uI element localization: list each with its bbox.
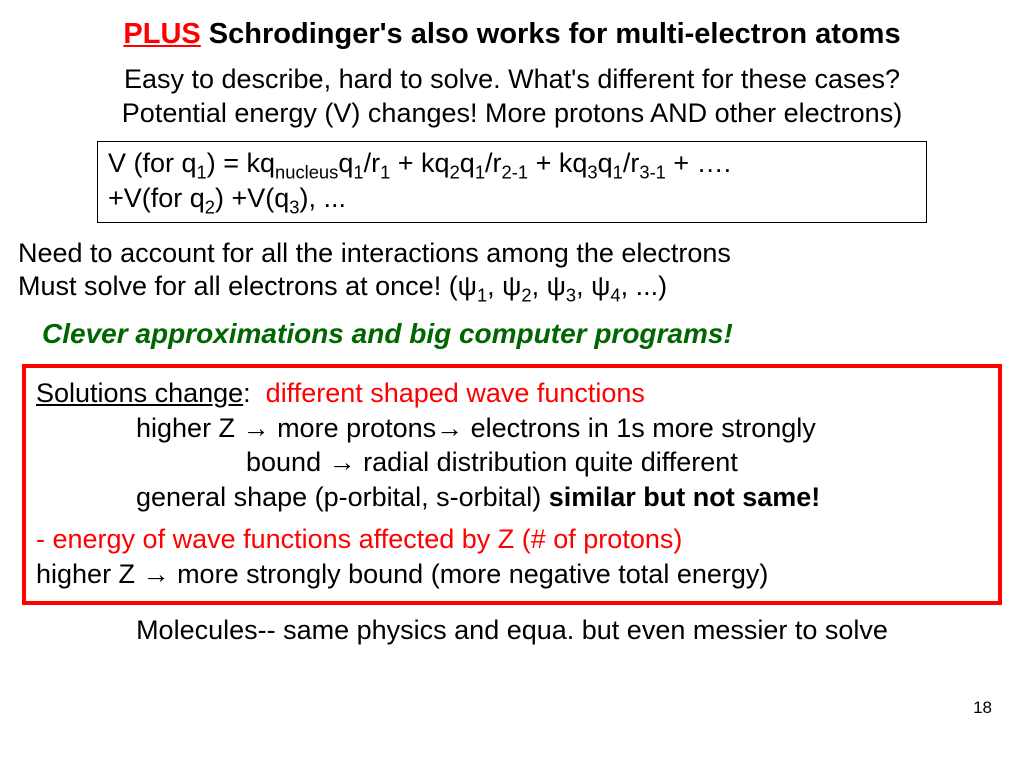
general-line: general shape (p-orbital, s-orbital) sim… [36, 480, 988, 515]
arrow-3: → [329, 447, 356, 477]
intro-line1: Easy to describe, hard to solve. What's … [124, 64, 900, 94]
solutions-red: different shaped wave functions [266, 378, 645, 408]
title-rest: Schrodinger's also works for multi-elect… [201, 18, 901, 50]
intro-line2: Potential energy (V) changes! More proto… [122, 98, 902, 128]
need-paragraph: Need to account for all the interactions… [10, 237, 1014, 305]
hz2b: radial distribution quite different [356, 447, 738, 477]
genb: similar but not same! [549, 482, 821, 512]
hz1a: higher Z [136, 413, 243, 443]
hz1c: electrons in 1s more strongly [463, 413, 816, 443]
energy-red-line: - energy of wave functions affected by Z… [36, 522, 988, 557]
intro-text: Easy to describe, hard to solve. What's … [10, 63, 1014, 131]
page-number: 18 [973, 698, 992, 718]
slide-title: PLUS Schrodinger's also works for multi-… [10, 18, 1014, 51]
solutions-box: Solutions change: different shaped wave … [22, 364, 1002, 605]
formula-box: V (for q1) = kqnucleusq1/r1 + kq2q1/r2-1… [97, 141, 927, 223]
footer-text: Molecules-- same physics and equa. but e… [10, 615, 1014, 646]
formula-line1: V (for q1) = kqnucleusq1/r1 + kq2q1/r2-1… [108, 148, 731, 178]
solutions-label: Solutions change [36, 378, 243, 408]
hz2a: bound [246, 447, 329, 477]
arrow-1: → [243, 413, 270, 443]
solutions-header: Solutions change: different shaped wave … [36, 376, 988, 411]
energy-line2: higher Z → more strongly bound (more neg… [36, 557, 988, 592]
e2b: more strongly bound (more negative total… [170, 559, 769, 589]
clever-text: Clever approximations and big computer p… [42, 318, 1014, 350]
arrow-2: → [436, 413, 463, 443]
e2a: higher Z [36, 559, 143, 589]
title-plus: PLUS [123, 18, 200, 50]
formula-line2: +V(for q2) +V(q3), ... [108, 183, 346, 213]
hz1b: more protons [270, 413, 437, 443]
gena: general shape (p-orbital, s-orbital) [136, 482, 549, 512]
higherz-line2: bound → radial distribution quite differ… [36, 445, 988, 480]
need-line1: Need to account for all the interactions… [18, 238, 731, 268]
higherz-line1: higher Z → more protons→ electrons in 1s… [36, 411, 988, 446]
arrow-4: → [143, 559, 170, 589]
need-line2: Must solve for all electrons at once! (ψ… [18, 271, 667, 301]
